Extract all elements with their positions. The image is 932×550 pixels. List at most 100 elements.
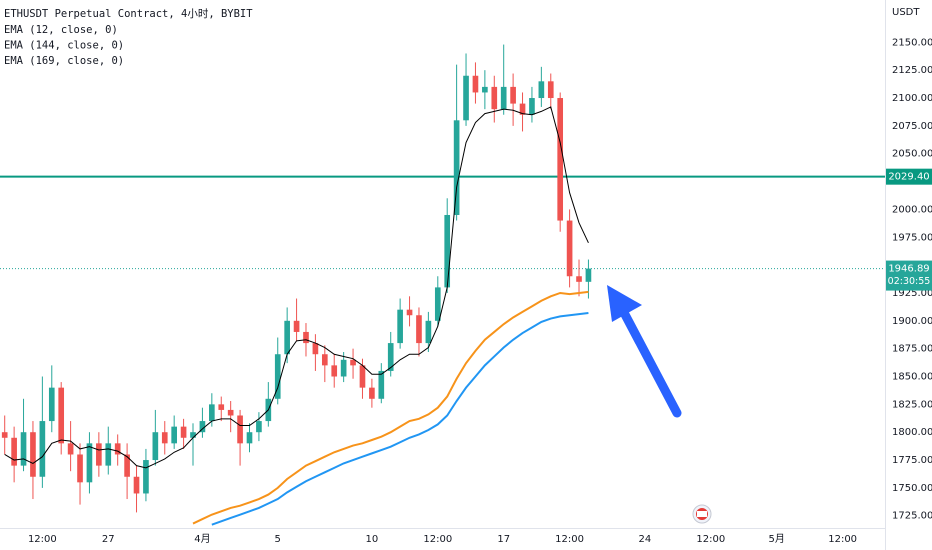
candle-body [519, 103, 526, 115]
candle-body [190, 432, 196, 438]
candle-body [387, 343, 394, 371]
candle-body [312, 343, 319, 355]
candle-body [171, 426, 177, 444]
x-tick-label: 12:00 [828, 534, 857, 545]
candle-body [256, 421, 262, 433]
candle-body [425, 320, 432, 344]
hline-price-label: 2029.40 [888, 172, 929, 183]
candle-body [30, 432, 36, 477]
x-tick-label: 10 [366, 534, 379, 545]
candle-body [114, 443, 121, 455]
x-tick-label: 12:00 [555, 534, 584, 545]
x-tick-label: 5月 [769, 533, 785, 545]
y-tick-label: 2150.00 [892, 37, 932, 48]
candle-body [11, 437, 17, 466]
y-unit: USDT [892, 7, 920, 18]
y-tick-label: 2000.00 [892, 204, 932, 215]
candle-body [566, 220, 573, 277]
event-flag-band [697, 511, 707, 517]
y-tick-label: 1875.00 [892, 344, 932, 355]
candle-body [293, 320, 300, 332]
candle-body [491, 86, 498, 110]
candle-body [161, 432, 168, 444]
candle-body [105, 443, 112, 466]
arrow-head [607, 285, 642, 322]
y-tick-label: 1925.00 [892, 288, 932, 299]
y-tick-label: 1725.00 [892, 511, 932, 522]
candle-body [133, 476, 140, 494]
plot-area [0, 44, 885, 526]
hline-price-box [886, 168, 932, 185]
candle-body [416, 315, 422, 344]
ema-line [192, 290, 589, 525]
x-tick-label: 24 [639, 534, 652, 545]
candle-body [180, 426, 187, 438]
candle-body [246, 432, 253, 444]
candle-body [463, 75, 469, 121]
candle-body [209, 404, 215, 422]
candle-body [585, 268, 592, 282]
y-tick-label: 1825.00 [892, 399, 932, 410]
legend-entry: EMA (144, close, 0) [4, 40, 124, 52]
candle-body [406, 309, 413, 316]
y-tick-label: 2050.00 [892, 149, 932, 160]
y-tick-label: 2125.00 [892, 65, 932, 76]
candle-body [237, 415, 243, 444]
candle-body [557, 98, 564, 221]
y-tick-label: 2075.00 [892, 121, 932, 132]
y-tick-label: 1900.00 [892, 316, 932, 327]
candle-body [472, 75, 479, 93]
candle-body [77, 454, 83, 483]
candle-body [199, 421, 206, 433]
candle-body [39, 421, 46, 477]
candle-body [274, 354, 281, 399]
candle-body [529, 98, 535, 115]
x-tick-label: 27 [102, 534, 115, 545]
y-tick-label: 1800.00 [892, 427, 932, 438]
legend-entry: EMA (12, close, 0) [4, 24, 118, 36]
arrow-shaft [615, 300, 682, 418]
candle-body [500, 86, 507, 110]
candle-body [67, 443, 74, 455]
x-tick-label: 5 [275, 534, 281, 545]
y-tick-label: 1750.00 [892, 483, 932, 494]
candle-body [359, 365, 366, 388]
candle-body [284, 320, 290, 355]
candle-body [538, 81, 545, 99]
last-price-box [886, 260, 932, 291]
x-tick-label: 12:00 [696, 534, 725, 545]
ema-line [211, 312, 589, 526]
candle-body [152, 432, 159, 461]
x-tick-label: 12:00 [28, 534, 57, 545]
candle-body [20, 432, 27, 466]
candle-body [444, 214, 451, 288]
chart-title: ETHUSDT Perpetual Contract, 4小时, BYBIT [4, 8, 253, 20]
y-tick-label: 2100.00 [892, 93, 932, 104]
candle-body [340, 359, 347, 377]
candle-body [48, 387, 55, 422]
candle-body [58, 387, 65, 444]
candle-body [86, 443, 93, 483]
candle-body [124, 454, 130, 477]
candle-body [482, 86, 488, 93]
y-tick-label: 1850.00 [892, 372, 932, 383]
candle-body [227, 409, 234, 416]
x-tick-label: 4月 [194, 533, 210, 545]
candle-body [96, 443, 102, 466]
candle-body [331, 365, 338, 377]
y-tick-label: 1975.00 [892, 232, 932, 243]
x-tick-label: 12:00 [423, 534, 452, 545]
candle-body [350, 359, 356, 366]
last-price-label: 1946.89 [888, 264, 929, 275]
candle-body [397, 309, 403, 344]
candle-body [369, 387, 375, 399]
overlay [607, 285, 712, 524]
x-tick-label: 17 [497, 534, 510, 545]
candle-body [1, 432, 8, 438]
candle-body [303, 331, 309, 344]
y-tick-label: 1775.00 [892, 455, 932, 466]
candle-body [434, 287, 441, 321]
candle-body [321, 354, 328, 366]
candle-body [576, 276, 582, 282]
candle-body [218, 404, 225, 410]
